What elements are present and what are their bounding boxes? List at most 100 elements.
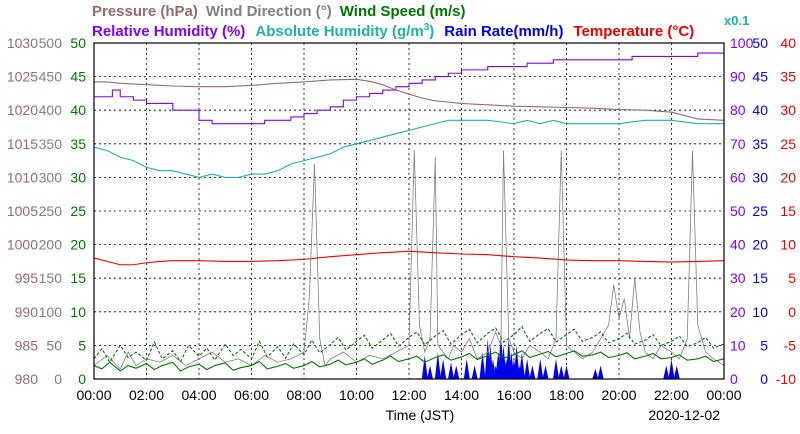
y-tick-wind-dir: 450 xyxy=(39,69,63,85)
y-tick-temp: 0 xyxy=(788,304,796,320)
svg-text:Relative Humidity (%)Absolute: Relative Humidity (%) Absolute Humidity (… xyxy=(92,22,694,40)
y-tick-wind-speed: 10 xyxy=(70,304,86,320)
rain-bar xyxy=(463,358,470,379)
y-tick-temp: -5 xyxy=(784,337,797,353)
y-tick-humidity: 70 xyxy=(730,136,746,152)
y-tick-pressure: 1030 xyxy=(7,35,38,51)
y-axes: 1030102510201015101010051000995990985980… xyxy=(7,35,796,387)
y-tick-temp: 5 xyxy=(788,270,796,286)
rain-bar xyxy=(668,358,675,379)
rain-bar xyxy=(592,368,599,379)
rain-bar xyxy=(673,365,680,379)
y-tick-rain: 5 xyxy=(760,337,768,353)
y-tick-rain: 30 xyxy=(752,169,768,185)
rain-bar xyxy=(518,352,525,379)
y-tick-humidity: 60 xyxy=(730,169,746,185)
y-tick-wind-speed: 25 xyxy=(70,203,86,219)
legend-absolute-humidity-sup: 3 xyxy=(424,22,430,33)
y-tick-temp: 40 xyxy=(780,35,796,51)
rain-bar xyxy=(563,365,570,379)
x-tick: 00:00 xyxy=(706,387,741,403)
x-axis-label: Time (JST) xyxy=(386,407,455,423)
y-tick-wind-dir: 500 xyxy=(39,35,63,51)
y-tick-wind-dir: 250 xyxy=(39,203,63,219)
x-tick: 08:00 xyxy=(286,387,321,403)
series-wind-gust xyxy=(93,325,725,364)
y-tick-wind-dir: 50 xyxy=(46,337,62,353)
y-tick-wind-dir: 150 xyxy=(39,270,63,286)
y-tick-humidity: 80 xyxy=(730,102,746,118)
x-tick: 18:00 xyxy=(549,387,584,403)
legend-relative-humidity: Relative Humidity (%) xyxy=(92,23,245,40)
y-tick-humidity: 50 xyxy=(730,203,746,219)
x-tick: 10:00 xyxy=(339,387,374,403)
series-wind-speed xyxy=(93,350,725,372)
y-tick-wind-dir: 400 xyxy=(39,102,63,118)
y-tick-rain: 45 xyxy=(752,69,768,85)
y-tick-wind-speed: 30 xyxy=(70,169,86,185)
y-tick-pressure: 985 xyxy=(15,337,39,353)
x-axis: 00:00 02:00 04:00 06:00 08:00 10:00 12:00 14:00… xyxy=(76,387,741,403)
y-tick-rain: 0 xyxy=(760,371,768,387)
x-tick: 14:00 xyxy=(444,387,479,403)
y-tick-temp: 30 xyxy=(780,102,796,118)
legend-wind-speed: Wind Speed (m/s) xyxy=(340,3,466,20)
y-tick-temp: 10 xyxy=(780,237,796,253)
rain-bar xyxy=(537,358,544,379)
legend-wind-direction: Wind Direction (°) xyxy=(206,3,332,20)
series-pressure xyxy=(94,78,725,121)
y-tick-temp: 35 xyxy=(780,69,796,85)
y-tick-pressure: 1015 xyxy=(7,136,38,152)
y-tick-temp: 20 xyxy=(780,169,796,185)
series-humidity xyxy=(94,52,724,125)
x-tick: 04:00 xyxy=(181,387,216,403)
rain-bar xyxy=(421,355,428,379)
y-tick-pressure: 1005 xyxy=(7,203,38,219)
rain-bar xyxy=(524,358,531,379)
series-layer xyxy=(93,52,725,379)
svg-text:Pressure (hPa)Wind Direction (: Pressure (hPa) Wind Direction (°) Wind Spe… xyxy=(92,3,465,20)
y-tick-wind-dir: 300 xyxy=(39,169,63,185)
y-tick-humidity: 20 xyxy=(730,304,746,320)
rain-bar xyxy=(663,365,670,379)
y-tick-wind-speed: 15 xyxy=(70,270,86,286)
series-temp xyxy=(93,250,725,266)
y-tick-wind-speed: 0 xyxy=(78,371,86,387)
rain-bar xyxy=(471,365,478,379)
y-tick-wind-speed: 35 xyxy=(70,136,86,152)
y-tick-temp: -10 xyxy=(776,371,796,387)
rain-bar xyxy=(597,365,604,379)
y-tick-rain: 15 xyxy=(752,270,768,286)
y-tick-rain: 40 xyxy=(752,102,768,118)
y-tick-humidity: 10 xyxy=(730,337,746,353)
rain-bar xyxy=(529,365,536,379)
y-tick-humidity: 0 xyxy=(730,371,738,387)
rain-bar xyxy=(448,362,454,379)
x-tick: 12:00 xyxy=(391,387,426,403)
legend-temperature: Temperature (°C) xyxy=(573,23,694,40)
y-tick-pressure: 980 xyxy=(15,371,39,387)
y-tick-rain: 10 xyxy=(752,304,768,320)
y-tick-rain: 20 xyxy=(752,237,768,253)
y-tick-rain: 35 xyxy=(752,136,768,152)
y-tick-wind-dir: 100 xyxy=(39,304,63,320)
date-label: 2020-12-02 xyxy=(648,407,720,423)
y-tick-temp: 25 xyxy=(780,136,796,152)
y-tick-pressure: 1020 xyxy=(7,102,38,118)
rain-bar xyxy=(440,358,447,379)
y-tick-wind-dir: 0 xyxy=(54,371,62,387)
y-tick-wind-dir: 350 xyxy=(39,136,63,152)
y-tick-wind-dir: 200 xyxy=(39,237,63,253)
y-tick-wind-speed: 5 xyxy=(78,337,86,353)
y-tick-wind-speed: 40 xyxy=(70,102,86,118)
y-tick-pressure: 1025 xyxy=(7,69,38,85)
x-tick: 06:00 xyxy=(234,387,269,403)
rain-bar xyxy=(479,352,486,379)
x-tick: 00:00 xyxy=(76,387,111,403)
rain-bar xyxy=(427,365,433,379)
x-tick: 20:00 xyxy=(601,387,636,403)
y-tick-pressure: 995 xyxy=(15,270,39,286)
legend-abs-humidity-scale: x0.1 xyxy=(724,13,749,28)
rain-bar xyxy=(553,358,559,379)
